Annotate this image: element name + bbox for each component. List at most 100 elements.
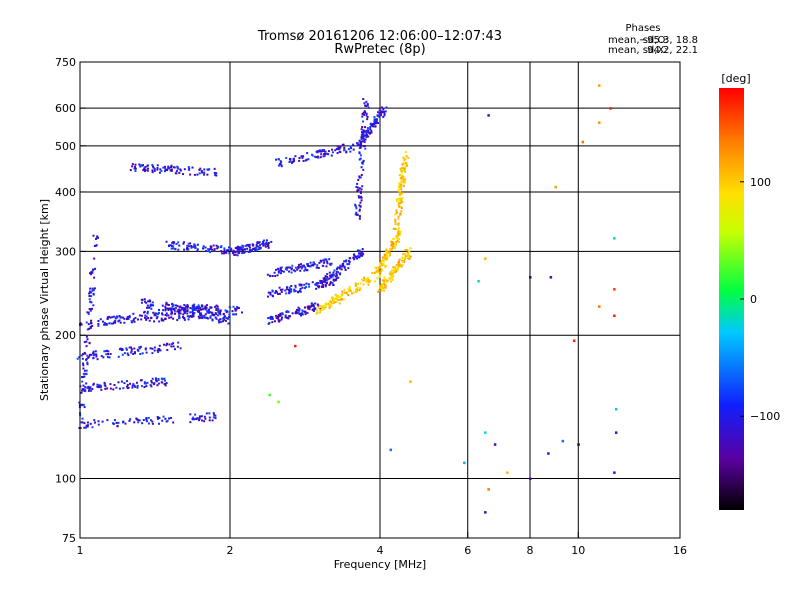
echo-point — [392, 269, 395, 272]
echo-point — [123, 382, 126, 385]
echo-point — [391, 278, 394, 281]
echo-point — [306, 269, 309, 272]
echo-point — [229, 248, 232, 251]
echo-point — [187, 242, 190, 245]
echo-point — [151, 347, 154, 350]
echo-point — [236, 245, 239, 248]
echo-point — [393, 267, 396, 270]
echo-point — [154, 312, 157, 315]
echo-point — [284, 316, 287, 319]
echo-point — [404, 255, 407, 258]
echo-point — [145, 351, 148, 354]
echo-point — [200, 169, 203, 172]
echo-point — [135, 418, 138, 421]
echo-point — [103, 323, 106, 326]
echo-point — [332, 283, 335, 286]
echo-point — [92, 352, 95, 355]
echo-point — [317, 304, 320, 307]
echo-point — [315, 150, 318, 153]
echo-point — [356, 182, 359, 185]
echo-point — [88, 298, 91, 301]
echo-point — [186, 310, 189, 313]
echo-point — [136, 386, 139, 389]
echo-point — [397, 230, 400, 233]
echo-point — [273, 271, 276, 274]
echo-point — [251, 243, 254, 246]
echo-point — [184, 308, 187, 311]
echo-point — [356, 213, 359, 216]
echo-point — [297, 291, 300, 294]
echo-point — [146, 381, 149, 384]
echo-point — [328, 271, 331, 274]
echo-point — [382, 259, 385, 262]
echo-point — [402, 175, 405, 178]
echo-point — [174, 248, 177, 251]
echo-point — [389, 448, 393, 452]
echo-point — [136, 318, 139, 321]
echo-point — [267, 241, 270, 244]
echo-point — [167, 165, 170, 168]
echo-point — [202, 247, 205, 250]
echo-point — [401, 197, 404, 200]
echo-point — [127, 354, 130, 357]
echo-point — [173, 308, 176, 311]
echo-point — [194, 413, 197, 416]
echo-point — [395, 198, 398, 201]
echo-point — [390, 269, 393, 272]
echo-point — [312, 303, 315, 306]
echo-point — [208, 250, 211, 253]
echo-point — [170, 345, 173, 348]
echo-point — [357, 188, 360, 191]
echo-point — [282, 270, 285, 273]
echo-point — [78, 356, 81, 359]
echo-point — [376, 111, 379, 114]
echo-point — [339, 151, 342, 154]
echo-point — [86, 421, 89, 424]
echo-point — [350, 147, 353, 150]
echo-point — [176, 304, 179, 307]
x-axis-label: Frequency [MHz] — [334, 558, 426, 571]
echo-point — [613, 237, 616, 240]
echo-point — [267, 244, 270, 247]
echo-point — [182, 315, 185, 318]
echo-point — [203, 168, 206, 171]
echo-point — [330, 154, 333, 157]
echo-point — [83, 375, 86, 378]
echo-point — [92, 382, 95, 385]
echo-point — [222, 320, 225, 323]
echo-point — [234, 307, 237, 310]
echo-point — [191, 310, 194, 313]
echo-point — [298, 312, 301, 315]
echo-point — [233, 253, 236, 256]
colorbar-label: [deg] — [721, 72, 750, 85]
echo-point — [151, 169, 154, 172]
echo-point — [167, 309, 170, 312]
echo-point — [171, 303, 174, 306]
echo-point — [158, 417, 161, 420]
echo-point — [381, 256, 384, 259]
echo-point — [193, 244, 196, 247]
echo-point — [316, 282, 319, 285]
echo-point — [336, 274, 339, 277]
phase-x-label: mean, sd,X: — [608, 45, 668, 56]
echo-point — [197, 315, 200, 318]
echo-point — [377, 289, 380, 292]
echo-point — [116, 316, 119, 319]
echo-point — [403, 163, 406, 166]
echo-point — [193, 305, 196, 308]
echo-point — [205, 316, 208, 319]
echo-point — [394, 220, 397, 223]
echo-point — [243, 251, 246, 254]
echo-point — [316, 155, 319, 158]
echo-point — [112, 422, 115, 425]
echo-point — [181, 306, 184, 309]
phase-o-values: −95.3, 18.8 — [639, 35, 698, 46]
echo-point — [337, 296, 340, 299]
echo-point — [376, 270, 379, 273]
echo-point — [88, 387, 91, 390]
echo-point — [155, 312, 158, 315]
echo-point — [358, 139, 361, 142]
echo-point — [329, 299, 332, 302]
echo-point — [170, 307, 173, 310]
echo-point — [168, 244, 171, 247]
